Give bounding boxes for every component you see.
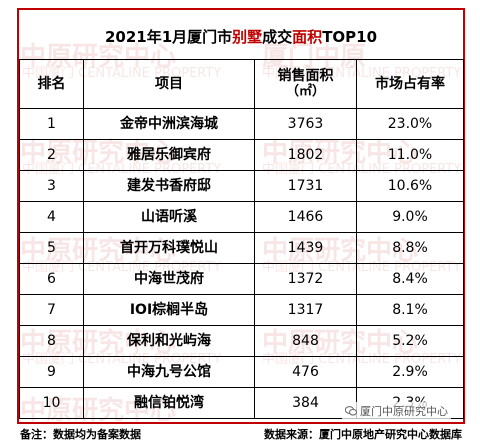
- header-project: 项目: [83, 59, 255, 109]
- cell-area: 1439: [254, 232, 357, 264]
- cell-share: 9.0%: [356, 201, 464, 233]
- table-row: 6 中海世茂府 1372 8.4%: [19, 263, 464, 295]
- table-row: 4 山语听溪 1466 9.0%: [19, 201, 464, 233]
- table-row: 10融信铂悦湾3842.3%: [19, 387, 464, 419]
- cell-project: IOI棕榈半岛: [83, 294, 255, 326]
- cell-area: 1317: [254, 294, 357, 326]
- cell-rank: 2: [19, 139, 84, 171]
- cell-rank: 9: [19, 356, 84, 388]
- cell-area: 1466: [254, 201, 357, 233]
- table-header-row: 排名 项目 销售面积 （㎡） 市场占有率: [19, 59, 464, 109]
- cell-share: 23.0%: [356, 108, 464, 140]
- title-suffix: TOP10: [322, 28, 378, 46]
- cell-project: 建发书香府邸: [83, 170, 255, 202]
- wechat-icon: [345, 406, 357, 416]
- header-area-label: 销售面积: [277, 68, 334, 84]
- cell-share: 8.1%: [356, 294, 464, 326]
- cell-project: 雅居乐御宾府: [83, 139, 255, 171]
- table-frame: [17, 8, 465, 424]
- table-row: 2 雅居乐御宾府 1802 11.0%: [19, 139, 464, 171]
- cell-rank: 7: [19, 294, 84, 326]
- title-prefix: 2021年1月厦门市: [104, 28, 233, 46]
- cell-rank: 6: [19, 263, 84, 295]
- table-row: 5 首开万科璞悦山 1439 8.8%: [19, 232, 464, 264]
- table-row: 1 金帝中洲滨海城 3763 23.0%: [19, 108, 464, 140]
- cell-rank: 8: [19, 325, 84, 357]
- cell-rank: 10: [19, 387, 84, 419]
- cell-rank: 1: [19, 108, 84, 140]
- cell-share: 10.6%: [356, 170, 464, 202]
- footer-source: 数据来源：厦门中原地产研究中心数据库: [264, 428, 462, 441]
- wechat-label: 厦门中原研究中心: [360, 405, 448, 418]
- cell-rank: 5: [19, 232, 84, 264]
- ranking-table: 排名 项目 销售面积 （㎡） 市场占有率 1 金帝中洲滨海城 3763 23.0% 2 雅…: [19, 59, 464, 419]
- title-middle: 成交: [262, 28, 293, 46]
- cell-share: 8.4%: [356, 263, 464, 295]
- cell-area: 476: [254, 356, 357, 388]
- cell-share: 11.0%: [356, 139, 464, 171]
- table-row: 9 中海九号公馆 476 2.9%: [19, 356, 464, 388]
- header-rank: 排名: [19, 59, 84, 109]
- cell-project: 融信铂悦湾: [83, 387, 255, 419]
- cell-area: 848: [254, 325, 357, 357]
- footer-note: 备注：数据均为备案数据: [20, 428, 141, 441]
- title-highlight-area: 面积: [292, 28, 323, 46]
- cell-area: 1731: [254, 170, 357, 202]
- cell-share: 5.2%: [356, 325, 464, 357]
- cell-rank: 4: [19, 201, 84, 233]
- header-area: 销售面积 （㎡）: [254, 59, 357, 109]
- table-row: 8 保利和光屿海 848 5.2%: [19, 325, 464, 357]
- header-share: 市场占有率: [356, 59, 464, 109]
- page-title: 2021年1月厦门市别墅成交面积TOP10: [19, 27, 463, 47]
- cell-share: 2.9%: [356, 356, 464, 388]
- wechat-badge: 厦门中原研究中心: [342, 402, 451, 420]
- header-area-unit: （㎡）: [285, 84, 325, 99]
- cell-area: 384: [254, 387, 357, 419]
- cell-area: 1372: [254, 263, 357, 295]
- cell-area: 1802: [254, 139, 357, 171]
- cell-project: 保利和光屿海: [83, 325, 255, 357]
- cell-rank: 3: [19, 170, 84, 202]
- cell-project: 山语听溪: [83, 201, 255, 233]
- cell-project: 金帝中洲滨海城: [83, 108, 255, 140]
- cell-project: 首开万科璞悦山: [83, 232, 255, 264]
- table-row: 3 建发书香府邸 1731 10.6%: [19, 170, 464, 202]
- cell-project: 中海九号公馆: [83, 356, 255, 388]
- cell-share: 8.8%: [356, 232, 464, 264]
- cell-area: 3763: [254, 108, 357, 140]
- cell-project: 中海世茂府: [83, 263, 255, 295]
- title-highlight-villa: 别墅: [232, 28, 263, 46]
- table-row: 7 IOI棕榈半岛 1317 8.1%: [19, 294, 464, 326]
